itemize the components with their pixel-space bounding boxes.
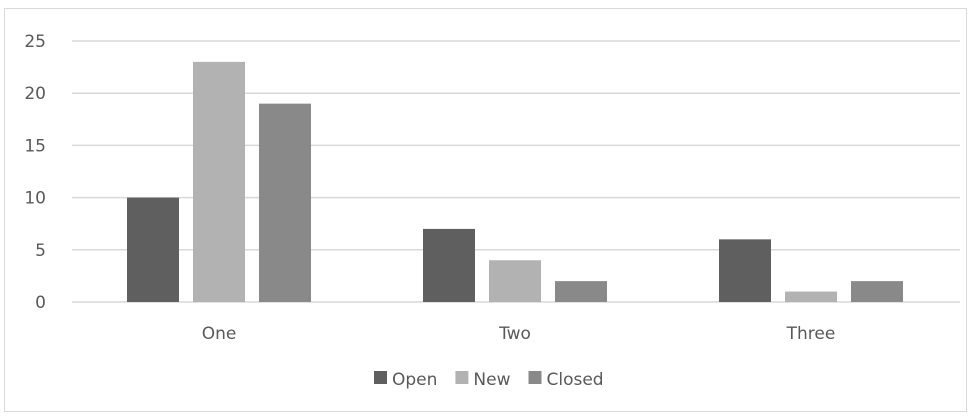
legend-label-new: New — [473, 370, 510, 390]
legend-label-closed: Closed — [547, 370, 604, 390]
x-category-label: Three — [786, 324, 836, 344]
legend-swatch-open — [374, 371, 387, 384]
y-axis-tick-labels: 0 5 10 15 20 25 — [24, 32, 46, 313]
bar-open-one — [127, 197, 179, 302]
legend: Open New Closed — [374, 370, 604, 390]
x-category-label: One — [202, 324, 237, 344]
bar-open-three — [719, 239, 771, 302]
bars — [127, 61, 903, 302]
x-axis-category-labels: One Two Three — [202, 324, 836, 344]
legend-label-open: Open — [392, 370, 437, 390]
bar-new-two — [489, 260, 541, 302]
y-tick-label: 20 — [24, 84, 46, 104]
legend-swatch-new — [455, 371, 469, 384]
y-tick-label: 10 — [24, 189, 46, 209]
bar-open-two — [423, 228, 475, 302]
y-tick-label: 25 — [24, 32, 46, 52]
bar-new-three — [785, 291, 837, 302]
y-tick-label: 15 — [24, 136, 46, 156]
bar-closed-three — [851, 281, 903, 302]
legend-swatch-closed — [528, 371, 542, 384]
bar-new-one — [193, 61, 245, 302]
y-tick-label: 5 — [35, 241, 46, 261]
y-tick-label: 0 — [35, 293, 46, 313]
bar-closed-one — [259, 103, 311, 302]
x-category-label: Two — [498, 324, 531, 344]
bar-closed-two — [555, 281, 607, 302]
